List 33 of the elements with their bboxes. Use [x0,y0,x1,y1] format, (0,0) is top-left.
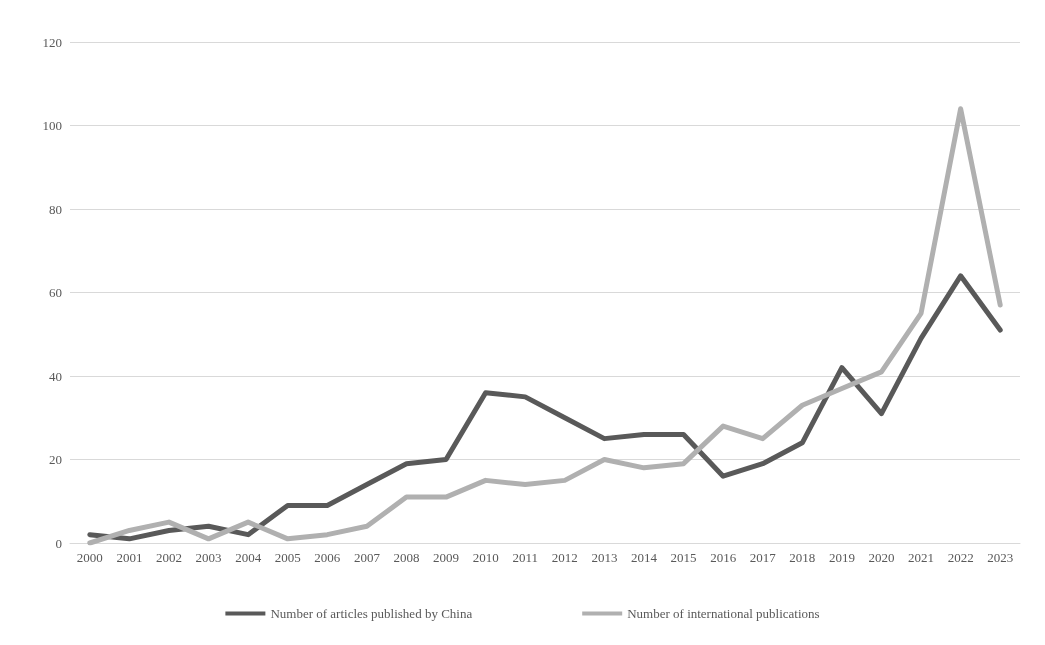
legend-label: Number of international publications [627,606,820,621]
x-tick-label: 2004 [235,550,262,565]
y-tick-label: 20 [49,452,62,467]
x-tick-label: 2002 [155,550,182,565]
y-tick-label: 100 [42,118,62,133]
x-tick-label: 2012 [551,550,578,565]
x-tick-label: 2011 [512,550,538,565]
x-tick-label: 2016 [710,550,737,565]
x-tick-label: 2020 [868,550,895,565]
y-tick-label: 40 [49,368,62,384]
x-tick-label: 2009 [433,550,460,565]
y-tick-label: 0 [55,535,62,551]
x-tick-label: 2013 [591,550,618,565]
x-tick-label: 2021 [908,550,935,565]
x-tick-label: 2006 [314,550,341,565]
x-tick-label: 2023 [987,550,1014,565]
y-tick-label: 60 [49,285,62,300]
legend-label: Number of articles published by China [270,606,473,621]
x-tick-label: 2007 [353,550,381,565]
x-tick-label: 2000 [76,550,103,565]
x-tick-label: 2017 [749,550,777,565]
x-tick-label: 2005 [274,550,301,565]
x-tick-label: 2019 [828,550,855,565]
x-tick-label: 2018 [789,550,816,565]
x-tick-label: 2008 [393,550,420,565]
x-tick-label: 2015 [670,550,697,565]
x-tick-label: 2001 [116,550,143,565]
x-tick-label: 2014 [630,550,658,565]
y-tick-label: 120 [42,34,62,50]
x-tick-label: 2003 [195,550,222,565]
x-tick-label: 2010 [472,550,499,565]
y-tick-label: 80 [49,201,62,217]
x-tick-label: 2022 [947,550,974,565]
